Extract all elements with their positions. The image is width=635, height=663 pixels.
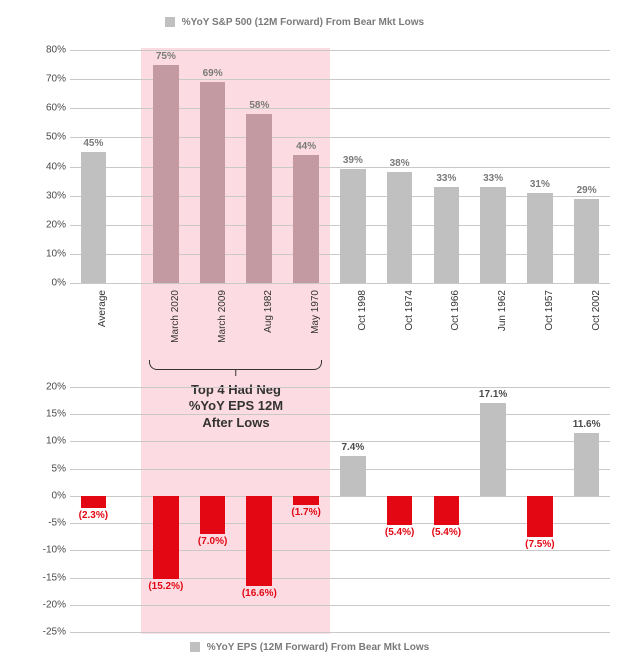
gridline: [70, 414, 610, 415]
bar-value-label: (7.5%): [515, 539, 565, 550]
bar-value-label: (5.4%): [421, 527, 471, 538]
bottom-legend-label: %YoY EPS (12M Forward) From Bear Mkt Low…: [207, 642, 429, 653]
bar: [293, 496, 319, 505]
y-axis-label: 5%: [28, 463, 66, 474]
annotation-brace: [149, 360, 322, 370]
y-axis-label: 0%: [28, 490, 66, 501]
category-label: Oct 2002: [591, 290, 602, 380]
gridline: [70, 578, 610, 579]
bar: [527, 496, 553, 537]
bar: [387, 496, 413, 525]
bar-value-label: (1.7%): [281, 507, 331, 518]
category-label: Oct 1966: [450, 290, 461, 380]
bottom-chart-plot: -25%-20%-15%-10%-5%0%5%10%15%20%(2.3%)(1…: [70, 387, 610, 632]
gridline: [70, 632, 610, 633]
y-axis-label: 20%: [28, 382, 66, 393]
y-axis-label: -25%: [28, 627, 66, 638]
bar: [81, 496, 107, 509]
bottom-legend: %YoY EPS (12M Forward) From Bear Mkt Low…: [190, 642, 429, 653]
bar: [246, 496, 272, 586]
y-axis-label: 10%: [28, 436, 66, 447]
y-axis-label: -10%: [28, 545, 66, 556]
bar-value-label: (2.3%): [68, 510, 118, 521]
bar-value-label: (16.6%): [234, 588, 284, 599]
chart-container: %YoY S&P 500 (12M Forward) From Bear Mkt…: [0, 0, 635, 663]
category-label: Oct 1974: [404, 290, 415, 380]
gridline: [70, 605, 610, 606]
annotation-brace-nub: [235, 370, 237, 376]
gridline: [70, 387, 610, 388]
bar: [574, 433, 600, 496]
bar-value-label: (7.0%): [188, 536, 238, 547]
bar: [340, 456, 366, 496]
legend-swatch-bottom: [190, 642, 200, 652]
y-axis-label: -5%: [28, 518, 66, 529]
gridline: [70, 550, 610, 551]
y-axis-label: -15%: [28, 572, 66, 583]
bar-value-label: (15.2%): [141, 581, 191, 592]
bar: [480, 403, 506, 496]
bar: [200, 496, 226, 534]
bar: [434, 496, 460, 525]
bar: [153, 496, 179, 579]
y-axis-label: -20%: [28, 599, 66, 610]
bar-value-label: (5.4%): [375, 527, 425, 538]
category-label: Oct 1957: [544, 290, 555, 380]
bar-value-label: 17.1%: [468, 389, 518, 400]
bar-value-label: 11.6%: [562, 419, 612, 430]
bar-value-label: 7.4%: [328, 442, 378, 453]
y-axis-label: 15%: [28, 409, 66, 420]
category-label: Jun 1962: [497, 290, 508, 380]
category-label: Average: [97, 290, 108, 380]
category-label: Oct 1998: [357, 290, 368, 380]
